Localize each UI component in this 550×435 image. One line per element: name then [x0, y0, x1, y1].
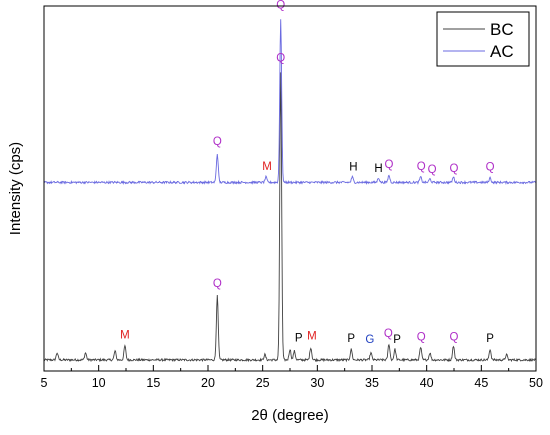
x-tick-label-30: 30 — [310, 376, 324, 390]
peak-label-q-5: Q — [384, 159, 393, 171]
series-line-ac — [43, 19, 537, 186]
legend-box — [436, 11, 530, 67]
x-tick-label-15: 15 — [146, 376, 160, 390]
x-tick-label-50: 50 — [529, 376, 543, 390]
peak-label-q-6: Q — [417, 161, 426, 173]
peak-label-q-20: Q — [450, 331, 459, 343]
peak-label-m-14: M — [307, 330, 317, 342]
x-axis-title: 2θ (degree) — [251, 407, 329, 424]
x-tick-label-35: 35 — [365, 376, 379, 390]
peak-label-q-1: Q — [213, 136, 222, 148]
peak-label-q-8: Q — [450, 163, 459, 175]
tick-layer: 5 10 15 20 25 30 35 40 45 50 — [41, 365, 543, 390]
peak-label-p-15: P — [347, 333, 355, 345]
x-tick-label-5: 5 — [41, 376, 48, 390]
peak-label-q-11: Q — [213, 278, 222, 290]
peak-label-m-12: M — [120, 330, 130, 342]
legend: BC AC — [436, 11, 530, 67]
peak-label-q-17: Q — [384, 328, 393, 340]
peak-label-h-3: H — [349, 162, 357, 174]
peak-label-g-16: G — [365, 334, 374, 346]
x-tick-label-40: 40 — [420, 376, 434, 390]
peak-label-m-2: M — [262, 161, 272, 173]
peak-label-q-7: Q — [428, 164, 437, 176]
peak-label-p-21: P — [486, 333, 494, 345]
peak-label-p-13: P — [295, 332, 303, 344]
legend-label-ac: AC — [490, 42, 514, 61]
peak-label-q-19: Q — [417, 331, 426, 343]
x-tick-label-45: 45 — [474, 376, 488, 390]
x-tick-label-10: 10 — [92, 376, 106, 390]
x-tick-label-25: 25 — [256, 376, 270, 390]
y-axis-title: Intensity (cps) — [7, 142, 24, 235]
legend-label-bc: BC — [490, 20, 514, 39]
x-tick-label-20: 20 — [201, 376, 215, 390]
peak-label-p-18: P — [393, 334, 401, 346]
peak-label-q-9: Q — [486, 162, 495, 174]
series-line-bc — [43, 72, 537, 363]
peak-label-q-10: Q — [276, 53, 285, 65]
series-layer — [43, 19, 537, 363]
peak-label-h-4: H — [374, 163, 382, 175]
